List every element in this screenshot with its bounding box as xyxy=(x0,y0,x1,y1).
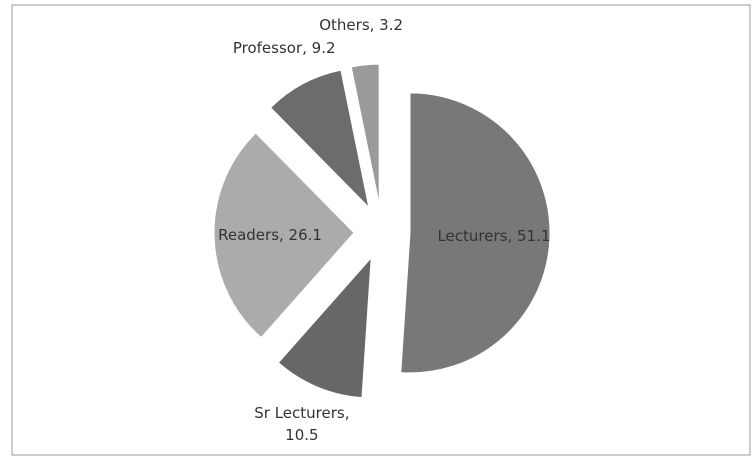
data-label: Professor, 9.2 xyxy=(232,39,336,58)
data-label: Sr Lecturers, 10.5 xyxy=(254,403,350,444)
pie-slice xyxy=(213,132,355,339)
data-label: Lecturers, 51.1 xyxy=(437,226,551,245)
data-label: Others, 3.2 xyxy=(319,16,404,35)
pie-slice xyxy=(400,92,551,374)
pie-slice xyxy=(269,69,370,209)
data-label: Readers, 26.1 xyxy=(218,225,322,244)
pie-slice xyxy=(277,256,372,399)
chart-frame xyxy=(11,4,751,456)
pie-slice xyxy=(350,63,380,205)
